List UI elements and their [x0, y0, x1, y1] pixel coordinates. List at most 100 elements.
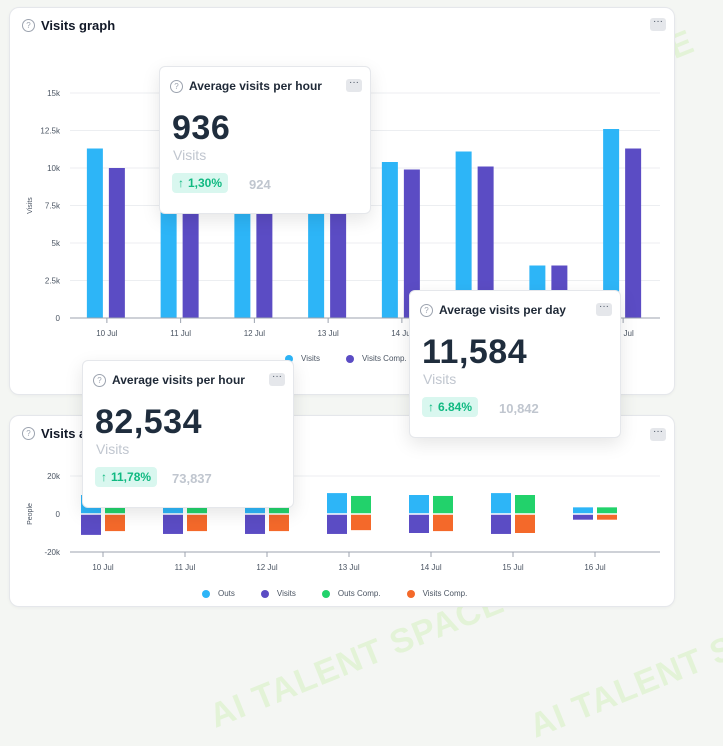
bar-visits [163, 514, 183, 534]
previous-value: 73,837 [172, 471, 212, 486]
stat-value: 936 [172, 109, 231, 147]
stat-card-avg-visits-per-day: ? Average visits per day ··· 11,584 Visi… [409, 290, 621, 438]
y-axis-label: Visits [27, 197, 34, 214]
legend-item-visits-comp[interactable]: Visits Comp. [406, 589, 468, 598]
x-tick-label: 12 Jul [244, 329, 266, 338]
more-options-button[interactable]: ··· [596, 302, 612, 316]
stat-title: Average visits per hour [112, 373, 245, 387]
bar-visits [308, 183, 325, 318]
arrow-up-icon: ↑ [101, 470, 107, 484]
bar-outs [491, 493, 511, 514]
bar-outs-comp- [515, 495, 535, 514]
bar-visits [86, 148, 103, 318]
stat-title: Average visits per day [439, 303, 566, 317]
y-tick-label: 15k [47, 89, 61, 98]
stat-header: ? Average visits per hour [93, 373, 245, 387]
bar-visits-comp- [477, 166, 494, 318]
more-options-button[interactable]: ··· [650, 427, 666, 441]
y-tick-label: -20k [44, 548, 61, 557]
bar-visits-comp- [403, 169, 420, 318]
legend-swatch [202, 589, 210, 598]
help-icon[interactable]: ? [170, 79, 183, 93]
bar-visits [81, 514, 101, 535]
arrow-up-icon: ↑ [428, 400, 434, 414]
legend-label: Visits [276, 589, 296, 598]
more-options-button[interactable]: ··· [346, 78, 362, 92]
bar-visits [409, 514, 429, 533]
x-tick-label: 10 Jul [96, 329, 118, 338]
x-tick-label: 11 Jul [170, 329, 191, 338]
x-tick-label: 13 Jul [317, 329, 339, 338]
change-badge: ↑ 6.84% [422, 397, 479, 417]
change-value: 11,78% [111, 470, 152, 484]
people-bar-chart: -20k 0 20k People 10 Jul 11 Jul 12 Jul 13 Jul 14… [27, 472, 660, 572]
legend-swatch [285, 354, 293, 363]
previous-value: 10,842 [499, 401, 539, 416]
change-value: 1,30% [188, 176, 223, 190]
y-tick-label: 0 [56, 314, 61, 323]
bar-outs-comp- [351, 495, 371, 514]
y-tick-label: 20k [47, 472, 61, 481]
x-tick-label: 13 Jul [338, 563, 360, 572]
change-badge: ↑ 11,78% [95, 467, 158, 487]
bar-outs-comp- [433, 495, 453, 514]
bar-visits [573, 514, 593, 520]
legend-item-visits[interactable]: Visits [285, 354, 320, 363]
x-tick-label: 14 Jul [391, 329, 413, 338]
legend-item-outs-comp[interactable]: Outs Comp. [321, 589, 381, 598]
bar-visits-comp- [108, 168, 125, 318]
legend-swatch [260, 589, 269, 598]
legend-label: Visits Comp. [361, 354, 407, 363]
bar-outs [573, 507, 593, 514]
legend-item-visits[interactable]: Visits [260, 589, 296, 598]
arrow-up-icon: ↑ [178, 176, 184, 190]
legend-swatch [345, 354, 354, 363]
bar-visits [491, 514, 511, 534]
bar-visits [234, 183, 251, 318]
legend-label: Visits Comp. [422, 589, 468, 598]
x-tick-label: 17 Jul [612, 329, 634, 338]
x-tick-label: 16 Jul [584, 563, 606, 572]
bar-visits-comp- [597, 514, 617, 520]
x-tick-label: 12 Jul [256, 563, 278, 572]
bar-outs-comp- [597, 507, 617, 514]
more-options-button[interactable]: ··· [269, 372, 285, 386]
x-tick-label: 14 Jul [420, 563, 442, 572]
bar-visits-comp- [256, 186, 273, 318]
y-tick-label: 5k [52, 239, 61, 248]
y-tick-label: 10k [47, 164, 61, 173]
card-title: Visits an [41, 426, 95, 441]
x-tick-label: 11 Jul [175, 563, 196, 572]
stat-title: Average visits per hour [189, 79, 322, 93]
bar-visits-comp- [433, 514, 453, 532]
chart-legend: Visits Visits Comp. [285, 354, 407, 363]
bar-visits [455, 151, 472, 318]
more-options-button[interactable]: ··· [650, 17, 666, 31]
y-tick-label: 0 [56, 510, 61, 519]
legend-swatch [321, 589, 330, 598]
bar-visits [603, 129, 620, 318]
legend-label: Visits [301, 354, 320, 363]
help-icon[interactable]: ? [22, 19, 35, 32]
previous-value: 924 [249, 177, 271, 192]
change-badge: ↑ 1,30% [172, 173, 229, 193]
bar-visits-comp- [625, 148, 642, 318]
stat-header: ? Average visits per day [420, 303, 566, 317]
bar-outs [409, 495, 429, 514]
help-icon[interactable]: ? [93, 373, 106, 387]
legend-item-outs[interactable]: Outs [202, 589, 235, 598]
bar-outs [327, 493, 347, 514]
help-icon[interactable]: ? [22, 427, 35, 440]
stat-card-avg-visits-per-hour-total: ? Average visits per hour ··· 82,534 Vis… [82, 360, 294, 508]
bar-visits-comp- [269, 514, 289, 532]
help-icon[interactable]: ? [420, 303, 433, 317]
legend-item-visits-comp[interactable]: Visits Comp. [345, 354, 407, 363]
bar-visits-comp- [515, 514, 535, 533]
bar-visits-comp- [187, 514, 207, 532]
y-tick-label: 7.5k [45, 202, 61, 211]
stat-unit: Visits [96, 441, 130, 457]
x-tick-label: 15 Jul [502, 563, 524, 572]
watermark: AI TALENT SPACE [524, 592, 723, 746]
y-tick-label: 12.5k [40, 127, 61, 136]
bar-visits-comp- [351, 514, 371, 531]
